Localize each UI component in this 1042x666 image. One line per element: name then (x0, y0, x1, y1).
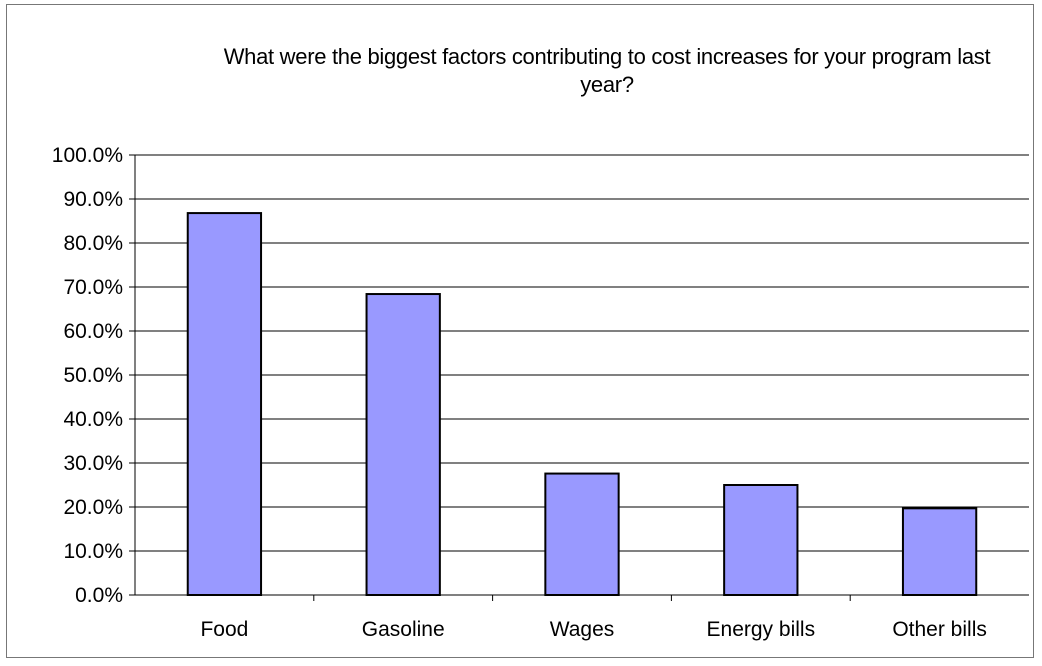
x-tick-label: Energy bills (707, 618, 816, 641)
bar-chart: 0.0% 10.0% 20.0% 30.0% 40.0% 50.0% 60.0% 70.0% 8… (52, 144, 1029, 641)
gridlines (135, 154, 1029, 552)
x-tick-label: Other bills (892, 618, 987, 641)
x-tick-labels: Food Gasoline Wages Energy bills Other bills (200, 618, 986, 641)
x-tick-label: Wages (550, 618, 615, 641)
y-tick-label: 70.0% (63, 276, 123, 299)
bar-gasoline (365, 293, 441, 596)
bars (186, 212, 978, 597)
y-tick-label: 20.0% (63, 496, 123, 519)
y-tick-label: 50.0% (63, 364, 123, 387)
y-tick-label: 0.0% (75, 584, 123, 607)
y-tick-label: 80.0% (63, 232, 123, 255)
bar-other-bills (901, 507, 978, 597)
bar-wages (544, 472, 620, 596)
bar-food (186, 212, 263, 597)
y-tick-label: 90.0% (63, 188, 123, 211)
y-tick-labels: 0.0% 10.0% 20.0% 30.0% 40.0% 50.0% 60.0% 70.0% 8… (52, 144, 123, 607)
y-tick-label: 10.0% (63, 540, 123, 563)
y-tick-label: 30.0% (63, 452, 123, 475)
bar-energy-bills (723, 484, 799, 596)
chart-frame: What were the biggest factors contributi… (6, 4, 1034, 658)
axes (129, 154, 1029, 601)
x-tick-label: Gasoline (362, 618, 445, 641)
chart-title: What were the biggest factors contributi… (223, 44, 991, 97)
x-tick-label: Food (200, 618, 248, 641)
y-tick-label: 60.0% (63, 320, 123, 343)
y-tick-label: 100.0% (52, 144, 123, 167)
y-tick-label: 40.0% (63, 408, 123, 431)
